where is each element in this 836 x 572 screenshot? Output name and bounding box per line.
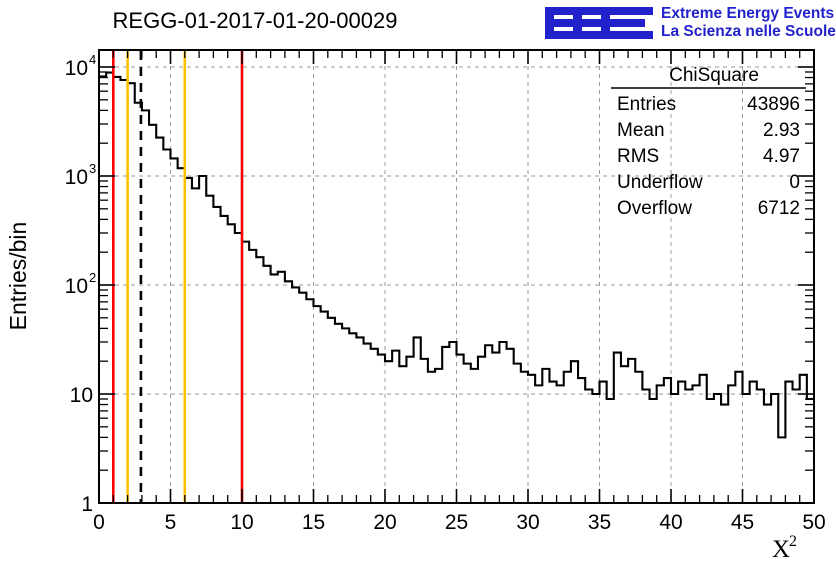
y-tick-label-base: 10 xyxy=(65,275,88,298)
stats-box: ChiSquare Entries 43896 Mean 2.93 RMS 4.97 Und… xyxy=(611,65,806,219)
y-tick-label: 10 2 xyxy=(65,270,97,298)
stats-row-value: 43896 xyxy=(747,94,800,115)
stats-row-value: 4.97 xyxy=(763,146,800,167)
stats-row-value: 2.93 xyxy=(763,120,800,141)
cut-markers xyxy=(112,51,244,502)
gridlines xyxy=(99,50,814,503)
x-tick-label: 35 xyxy=(588,511,611,534)
y-tick-label: 10 xyxy=(70,384,93,407)
x-tick-label: 40 xyxy=(659,511,682,534)
y-tick-label: 10 4 xyxy=(65,52,97,80)
x-axis-title-exponent: 2 xyxy=(789,533,797,550)
x-tick-label: 0 xyxy=(93,511,105,534)
stats-row-label: RMS xyxy=(617,146,659,167)
eee-logo-mark xyxy=(545,7,653,39)
stats-row-label: Overflow xyxy=(617,198,692,219)
stats-box-title: ChiSquare xyxy=(669,65,759,86)
stats-rows: Entries 43896 Mean 2.93 RMS 4.97 Underflow 0 Ove… xyxy=(617,94,800,219)
x-tick-label: 25 xyxy=(445,511,468,534)
x-axis-tick-labels: 0 5 10 15 20 25 30 35 40 45 50 xyxy=(93,511,826,534)
y-tick-label-exponent: 2 xyxy=(89,270,96,285)
y-tick-label: 1 xyxy=(81,493,93,516)
x-tick-label: 45 xyxy=(731,511,754,534)
y-tick-label-exponent: 4 xyxy=(89,52,96,67)
x-tick-label: 50 xyxy=(802,511,825,534)
x-axis-title-base: X xyxy=(772,536,790,563)
stats-row-value: 0 xyxy=(789,172,800,193)
x-tick-label: 10 xyxy=(230,511,253,534)
stats-row-label: Entries xyxy=(617,94,676,115)
histogram-curve xyxy=(99,71,814,439)
logo-line-2: La Scienza nelle Scuole xyxy=(661,23,836,40)
y-tick-label-base: 10 xyxy=(65,166,88,189)
stats-row-label: Underflow xyxy=(617,172,703,193)
x-tick-label: 15 xyxy=(302,511,325,534)
stats-row-value: 6712 xyxy=(758,198,800,219)
axis-ticks xyxy=(98,50,815,504)
x-tick-label: 5 xyxy=(165,511,177,534)
eee-logo: Extreme Energy Events La Scienza nelle S… xyxy=(545,5,836,40)
stats-row-label: Mean xyxy=(617,120,665,141)
y-tick-label-exponent: 3 xyxy=(89,161,96,176)
x-tick-label: 30 xyxy=(516,511,539,534)
y-axis-title: Entries/bin xyxy=(5,222,31,331)
x-axis-title: X 2 xyxy=(772,533,797,563)
y-tick-label-base: 10 xyxy=(65,57,88,80)
logo-line-1: Extreme Energy Events xyxy=(661,5,834,22)
x-tick-label: 20 xyxy=(373,511,396,534)
y-tick-label: 10 3 xyxy=(65,161,97,189)
page-title: REGG-01-2017-01-20-00029 xyxy=(113,8,398,33)
